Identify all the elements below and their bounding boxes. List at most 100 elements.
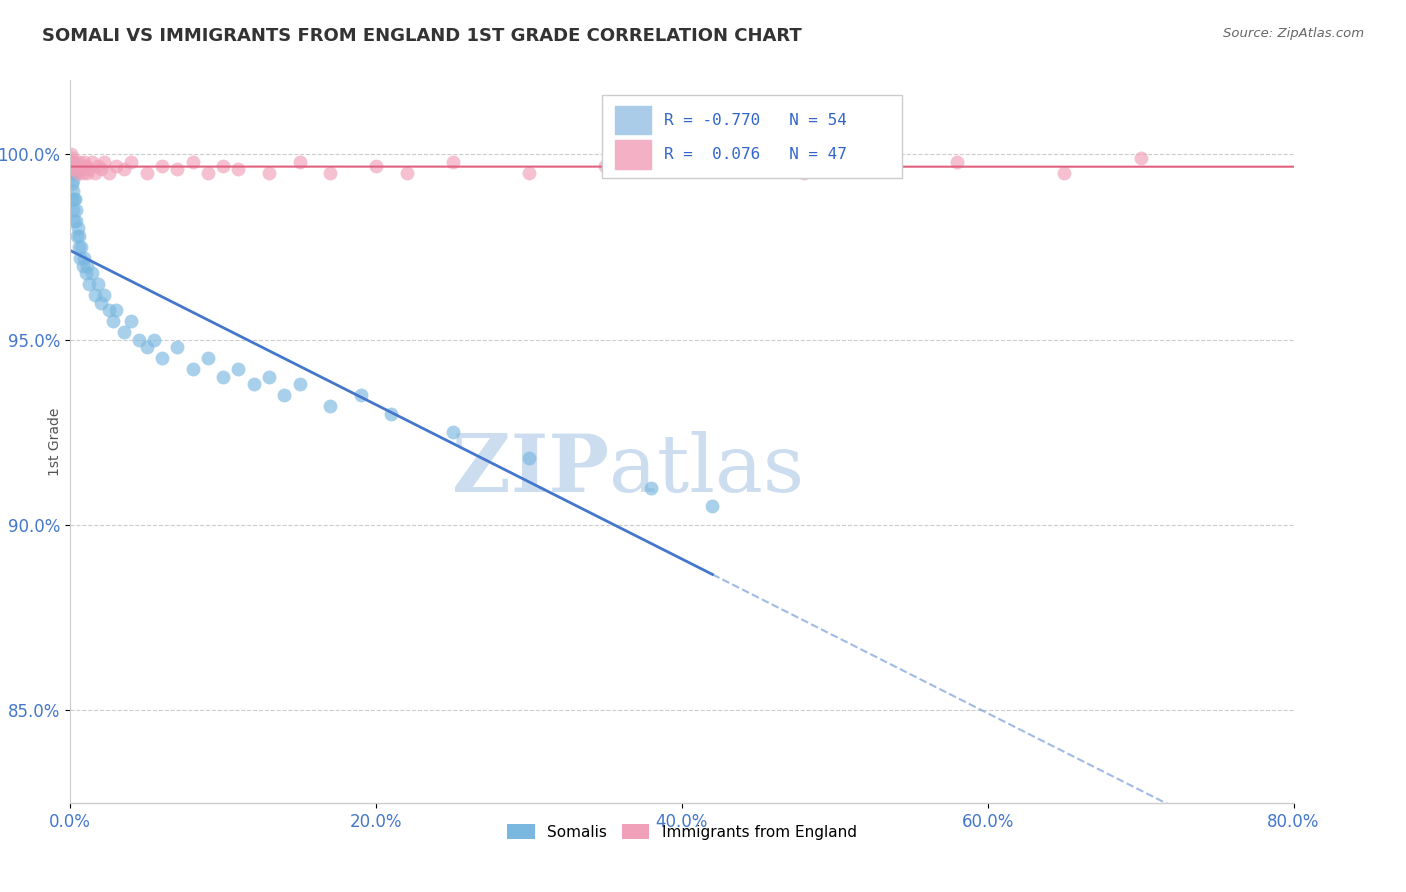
Point — [63, 154, 86, 169]
FancyBboxPatch shape — [602, 95, 903, 178]
Text: SOMALI VS IMMIGRANTS FROM ENGLAND 1ST GRADE CORRELATION CHART: SOMALI VS IMMIGRANTS FROM ENGLAND 1ST GR… — [42, 27, 801, 45]
Text: Source: ZipAtlas.com: Source: ZipAtlas.com — [1223, 27, 1364, 40]
Point — [66, 221, 89, 235]
Point — [63, 192, 86, 206]
Point — [69, 154, 91, 169]
Point — [212, 369, 235, 384]
Point — [77, 162, 100, 177]
Point — [273, 388, 295, 402]
Point — [60, 192, 83, 206]
Point — [319, 400, 342, 414]
Point — [90, 162, 112, 177]
Point — [702, 154, 724, 169]
Point — [62, 173, 84, 187]
Point — [946, 154, 969, 169]
Point — [97, 303, 120, 318]
Point — [63, 214, 86, 228]
Point — [69, 251, 91, 265]
Point — [228, 162, 250, 177]
Point — [93, 154, 115, 169]
Point — [65, 159, 87, 173]
Point — [60, 151, 83, 165]
Point — [72, 166, 94, 180]
Point — [640, 481, 662, 495]
Point — [76, 259, 98, 273]
Point — [63, 162, 86, 177]
Point — [60, 154, 83, 169]
Point — [73, 154, 96, 169]
Point — [166, 162, 188, 177]
Point — [143, 333, 166, 347]
Point — [228, 362, 250, 376]
Point — [257, 369, 280, 384]
Point — [380, 407, 402, 421]
Point — [101, 314, 124, 328]
Point — [80, 266, 103, 280]
Point — [70, 240, 93, 254]
Point — [73, 251, 96, 265]
Point — [60, 166, 83, 180]
Point — [72, 259, 94, 273]
Point — [441, 425, 464, 440]
Point — [60, 177, 83, 191]
Point — [93, 288, 115, 302]
Point — [65, 202, 87, 217]
Point — [243, 377, 266, 392]
Point — [60, 154, 83, 169]
Point — [366, 159, 388, 173]
Point — [83, 288, 105, 302]
Point — [62, 185, 84, 199]
Point — [1129, 151, 1152, 165]
Point — [80, 154, 103, 169]
Point — [67, 240, 90, 254]
Point — [70, 162, 93, 177]
Point — [257, 166, 280, 180]
Point — [395, 166, 418, 180]
Point — [75, 266, 97, 280]
Text: R =  0.076   N = 47: R = 0.076 N = 47 — [664, 147, 846, 162]
Point — [112, 325, 135, 339]
Point — [62, 159, 84, 173]
Point — [65, 214, 87, 228]
Point — [135, 166, 157, 180]
Point — [121, 314, 143, 328]
Point — [150, 159, 173, 173]
Point — [66, 166, 89, 180]
Point — [97, 166, 120, 180]
Point — [288, 377, 311, 392]
Y-axis label: 1st Grade: 1st Grade — [48, 408, 62, 475]
Point — [90, 295, 112, 310]
Point — [62, 202, 84, 217]
Point — [135, 340, 157, 354]
Legend: Somalis, Immigrants from England: Somalis, Immigrants from England — [501, 818, 863, 846]
Point — [1053, 166, 1076, 180]
Point — [62, 154, 84, 169]
Point — [128, 333, 150, 347]
Text: atlas: atlas — [609, 432, 804, 509]
Point — [150, 351, 173, 366]
Point — [181, 154, 204, 169]
Point — [595, 159, 617, 173]
Point — [75, 159, 97, 173]
Point — [77, 277, 100, 291]
Point — [288, 154, 311, 169]
Point — [793, 166, 815, 180]
Point — [350, 388, 373, 402]
Point — [640, 162, 662, 177]
Point — [181, 362, 204, 376]
Point — [517, 451, 540, 466]
Point — [319, 166, 342, 180]
Point — [87, 159, 110, 173]
Point — [66, 228, 89, 243]
Point — [105, 159, 128, 173]
Point — [166, 340, 188, 354]
Point — [105, 303, 128, 318]
Point — [855, 159, 877, 173]
Point — [197, 351, 219, 366]
Point — [63, 166, 86, 180]
Text: ZIP: ZIP — [451, 432, 609, 509]
Point — [112, 162, 135, 177]
Point — [62, 192, 84, 206]
FancyBboxPatch shape — [614, 140, 651, 169]
Point — [83, 166, 105, 180]
